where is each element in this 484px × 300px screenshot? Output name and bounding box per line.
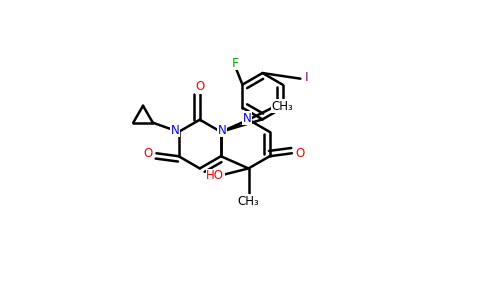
Text: N: N xyxy=(218,124,227,137)
Text: N: N xyxy=(171,124,180,137)
Text: HO: HO xyxy=(206,169,224,182)
Text: N: N xyxy=(242,112,251,125)
Text: F: F xyxy=(231,57,239,70)
Text: O: O xyxy=(195,80,204,94)
Text: O: O xyxy=(296,147,305,160)
Text: CH₃: CH₃ xyxy=(238,195,259,208)
Text: CH₃: CH₃ xyxy=(271,100,293,113)
Text: O: O xyxy=(143,147,152,160)
Text: I: I xyxy=(304,71,308,84)
